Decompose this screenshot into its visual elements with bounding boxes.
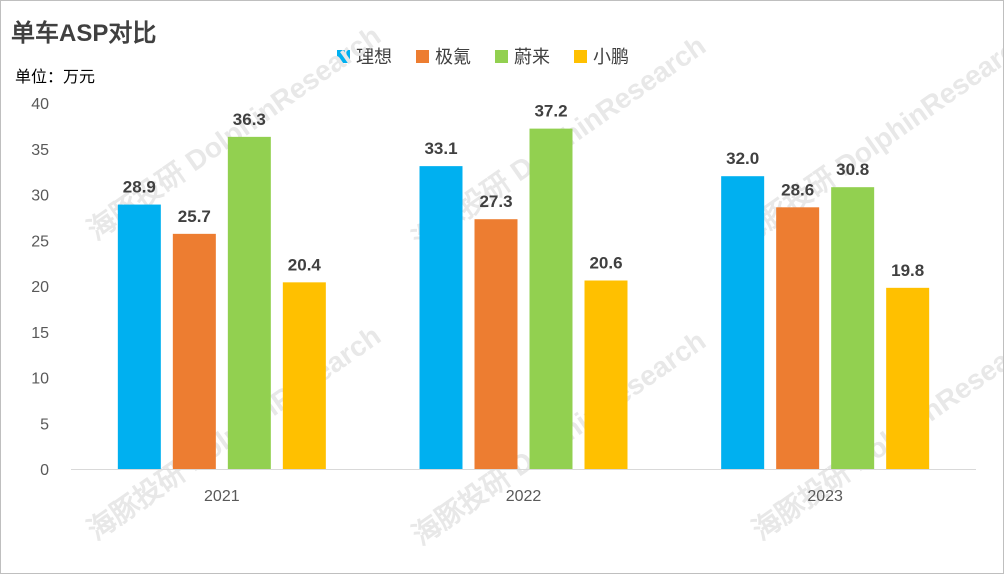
legend-item-xpeng: 小鹏 xyxy=(574,43,629,69)
y-tick-label: 10 xyxy=(31,371,49,388)
data-label: 37.2 xyxy=(534,102,567,121)
data-label: 28.9 xyxy=(123,178,156,197)
data-label: 27.3 xyxy=(479,192,512,211)
bar xyxy=(474,219,518,469)
bar xyxy=(529,128,573,469)
data-label: 28.6 xyxy=(781,180,814,199)
data-label: 25.7 xyxy=(178,207,211,226)
y-tick-label: 30 xyxy=(31,188,49,205)
legend-swatch-xpeng xyxy=(574,49,587,63)
data-label: 36.3 xyxy=(233,110,266,129)
legend-swatch-lixiang xyxy=(337,49,350,63)
x-tick-label: 2021 xyxy=(204,488,240,505)
bar xyxy=(172,233,216,469)
bar xyxy=(227,136,271,470)
legend: 理想 极氪 蔚来 小鹏 xyxy=(337,43,629,69)
bar xyxy=(886,287,930,469)
bar xyxy=(584,280,628,469)
data-label: 20.4 xyxy=(288,255,322,274)
legend-item-lixiang: 理想 xyxy=(337,43,392,69)
y-tick-label: 25 xyxy=(31,233,49,250)
data-label: 33.1 xyxy=(424,139,457,158)
legend-label-zeekr: 极氪 xyxy=(435,47,471,67)
x-tick-label: 2023 xyxy=(807,488,843,505)
bar xyxy=(419,166,463,469)
legend-item-nio: 蔚来 xyxy=(495,43,550,69)
bar xyxy=(831,187,875,469)
legend-item-zeekr: 极氪 xyxy=(416,43,471,69)
data-label: 30.8 xyxy=(836,160,869,179)
y-tick-label: 0 xyxy=(40,462,49,479)
bar xyxy=(721,176,765,469)
data-label: 19.8 xyxy=(891,261,924,280)
data-label: 32.0 xyxy=(726,149,759,168)
legend-label-xpeng: 小鹏 xyxy=(593,47,629,67)
y-tick-label: 20 xyxy=(31,279,49,296)
y-tick-label: 5 xyxy=(40,416,49,433)
bar xyxy=(117,204,161,469)
bar xyxy=(776,207,820,469)
data-label: 20.6 xyxy=(589,254,622,273)
legend-swatch-nio xyxy=(495,49,508,63)
y-tick-label: 35 xyxy=(31,142,49,159)
unit-label: 单位：万元 xyxy=(15,69,96,86)
y-tick-label: 40 xyxy=(31,96,49,113)
legend-swatch-zeekr xyxy=(416,49,429,63)
chart-title: 单车ASP对比 xyxy=(11,20,157,47)
legend-label-lixiang: 理想 xyxy=(356,47,392,67)
y-tick-label: 15 xyxy=(31,325,49,342)
legend-label-nio: 蔚来 xyxy=(514,47,550,67)
x-tick-label: 2022 xyxy=(506,488,542,505)
bar xyxy=(282,282,326,469)
